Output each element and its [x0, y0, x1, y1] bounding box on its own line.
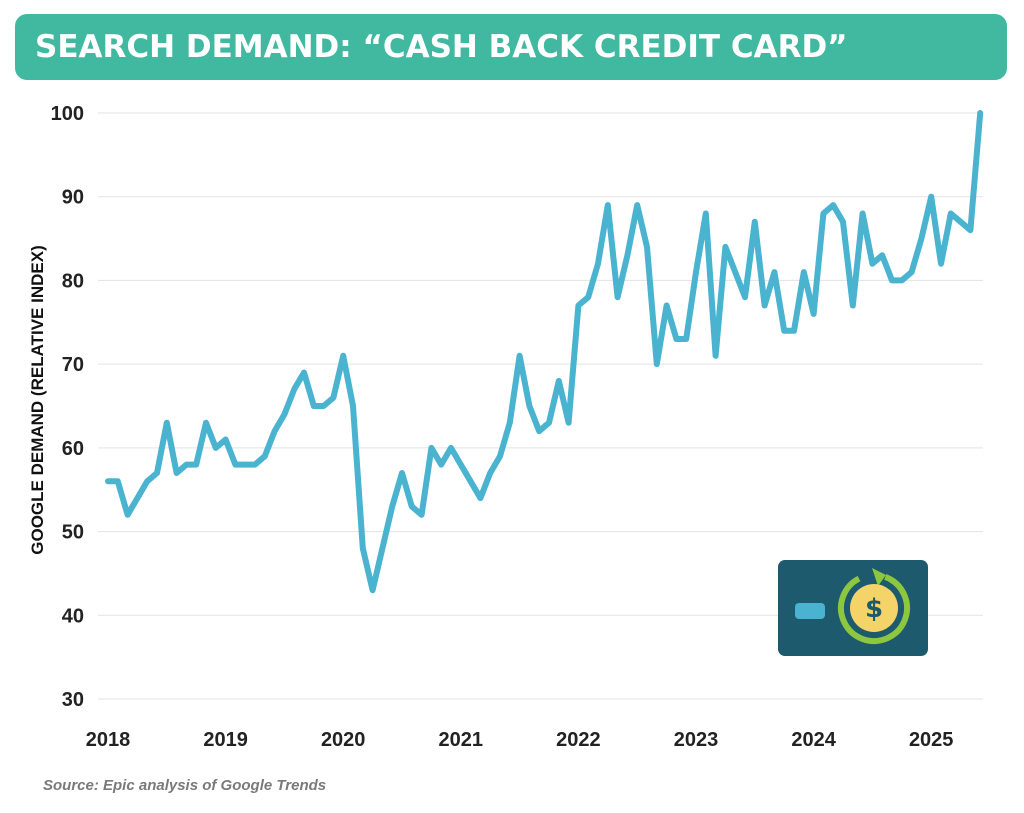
x-tick-label: 2018 — [86, 729, 131, 751]
x-axis-ticks: 2018 2019 2020 2021 2022 2023 2024 2025 — [86, 729, 954, 751]
y-tick-label: 90 — [62, 187, 84, 209]
coin-icon — [850, 584, 898, 632]
x-tick-label: 2025 — [909, 729, 954, 751]
series-line — [105, 110, 984, 594]
dollar-sign-icon: $ — [865, 594, 883, 624]
x-tick-label: 2023 — [674, 729, 719, 751]
y-tick-label: 70 — [62, 354, 84, 376]
y-axis-ticks: 30 40 50 60 70 80 90 100 — [51, 103, 84, 711]
y-tick-label: 80 — [62, 270, 84, 292]
title-banner — [15, 14, 1007, 80]
chart-title: SEARCH DEMAND: “CASH BACK CREDIT CARD” — [35, 29, 848, 65]
x-tick-label: 2024 — [791, 729, 836, 751]
credit-card-cash-back-icon: $ — [778, 560, 928, 656]
arrowhead-icon — [872, 568, 886, 586]
x-tick-label: 2022 — [556, 729, 601, 751]
y-tick-label: 50 — [62, 522, 84, 544]
card-chip — [795, 603, 825, 619]
x-tick-label: 2019 — [203, 729, 248, 751]
source-note: Source: Epic analysis of Google Trends — [43, 777, 327, 794]
grid-lines — [98, 112, 983, 700]
x-tick-label: 2021 — [439, 729, 484, 751]
y-axis-label: GOOGLE DEMAND (RELATIVE INDEX) — [28, 245, 47, 554]
x-tick-label: 2020 — [321, 729, 366, 751]
y-tick-label: 30 — [62, 689, 84, 711]
y-tick-label: 100 — [51, 103, 84, 125]
series-points — [107, 112, 981, 591]
y-tick-label: 40 — [62, 605, 84, 627]
y-tick-label: 60 — [62, 438, 84, 460]
refresh-arrow-icon — [838, 572, 910, 645]
